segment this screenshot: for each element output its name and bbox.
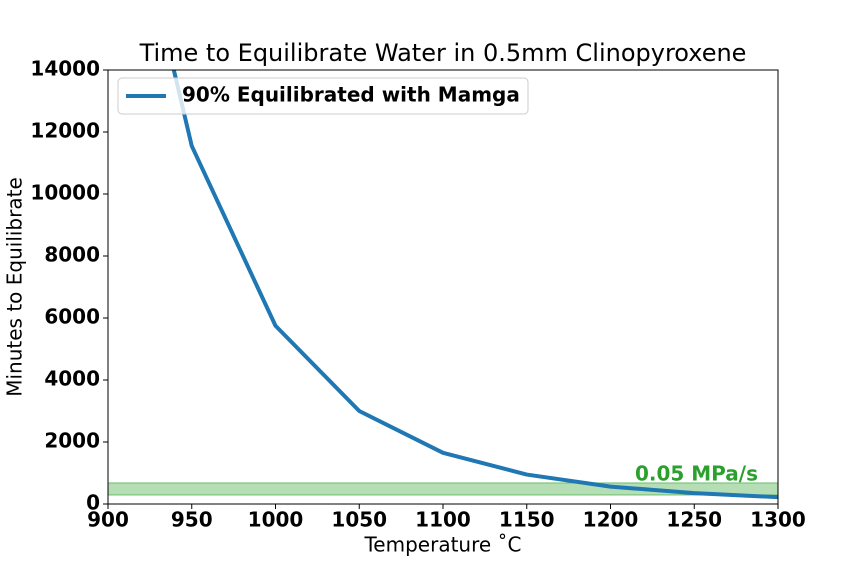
legend-label: 90% Equilibrated with Mamga (182, 83, 520, 107)
x-tick-label: 1250 (666, 508, 722, 532)
y-tick-label: 10000 (30, 181, 100, 205)
y-tick-label: 4000 (44, 367, 100, 391)
x-tick-label: 950 (171, 508, 213, 532)
plot-area (171, 70, 778, 500)
x-tick-label: 1000 (248, 508, 304, 532)
y-axis-label: Minutes to Equilibrate (3, 177, 27, 397)
y-tick-label: 8000 (44, 243, 100, 267)
x-tick-label: 900 (87, 508, 129, 532)
x-tick-label: 1200 (583, 508, 639, 532)
y-tick-label: 12000 (30, 119, 100, 143)
y-tick-label: 14000 (30, 57, 100, 81)
x-tick-label: 1100 (415, 508, 471, 532)
band-label: 0.05 MPa/s (635, 461, 758, 485)
plot-frame (107, 69, 779, 505)
legend-box (117, 77, 529, 115)
x-tick-label: 1150 (499, 508, 555, 532)
y-tick-label: 2000 (44, 429, 100, 453)
y-tick-label: 0 (86, 491, 100, 515)
x-tick-label: 1300 (750, 508, 806, 532)
x-tick-label: 1050 (331, 508, 387, 532)
x-axis-label: Temperature ˚C (363, 533, 521, 557)
chart-title: Time to Equilibrate Water in 0.5mm Clino… (139, 39, 747, 67)
y-tick-label: 6000 (44, 305, 100, 329)
series-line (171, 70, 778, 500)
